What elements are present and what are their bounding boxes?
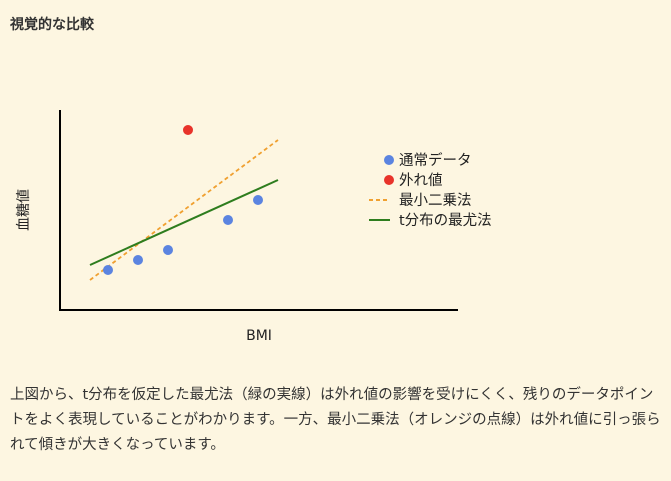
data-point — [163, 245, 173, 255]
legend-label: 通常データ — [399, 151, 472, 169]
t-mle-line — [89, 179, 279, 266]
y-axis-label: 血糖値 — [16, 189, 32, 231]
legend-marker — [384, 175, 394, 185]
x-axis-label: BMI — [246, 328, 272, 344]
data-point — [253, 195, 263, 205]
legend-label: t分布の最尤法 — [399, 212, 492, 229]
data-point — [133, 255, 143, 265]
legend-marker — [384, 155, 394, 165]
data-point — [183, 125, 193, 135]
least-squares-line — [89, 139, 279, 281]
section-title: 視覚的な比較 — [10, 17, 94, 33]
data-point — [223, 215, 233, 225]
legend-label: 外れ値 — [399, 172, 443, 189]
data-point — [103, 265, 113, 275]
explanation-paragraph: 上図から、t分布を仮定した最尤法（緑の実線）は外れ値の影響を受けにくく、残りのデ… — [10, 387, 661, 453]
legend-label: 最小二乗法 — [399, 192, 472, 209]
